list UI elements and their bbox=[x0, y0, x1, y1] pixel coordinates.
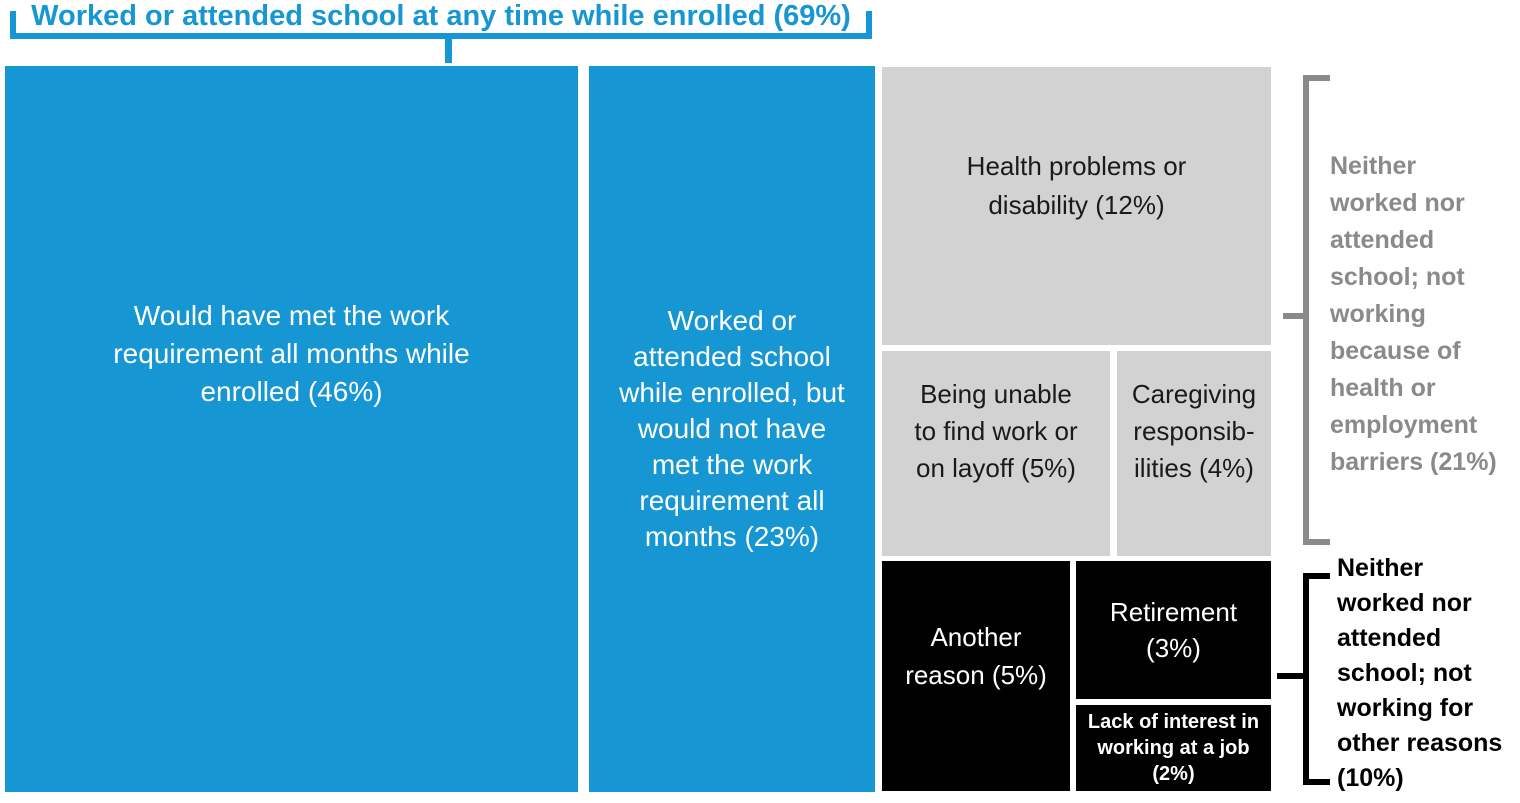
other-reasons-group-label: Neither worked nor attended school; not … bbox=[1337, 554, 1503, 792]
tile-health-problems-disability: Health problems or disability (12%) bbox=[882, 67, 1271, 345]
other-reasons-bracket-top-cap bbox=[1303, 573, 1330, 579]
top-bracket-tick bbox=[445, 39, 452, 63]
other-reasons-bracket-bottom-cap bbox=[1303, 779, 1330, 785]
barriers-bracket-top-cap bbox=[1303, 75, 1330, 81]
top-bracket-right-cap bbox=[866, 11, 872, 39]
top-bracket-left-cap bbox=[10, 11, 16, 39]
top-bracket-line bbox=[10, 33, 872, 39]
barriers-group-label: Neither worked nor attended school; not … bbox=[1330, 152, 1497, 476]
other-reasons-bracket-tick bbox=[1277, 673, 1303, 679]
other-reasons-bracket-vertical bbox=[1303, 573, 1309, 785]
barriers-bracket-bottom-cap bbox=[1303, 539, 1330, 545]
tile-would-have-met-requirement: Would have met the work requirement all … bbox=[5, 66, 578, 792]
tile-lack-of-interest: Lack of interest in working at a job (2%… bbox=[1076, 705, 1271, 791]
tile-caregiving-responsibilities: Caregiving responsib- ilities (4%) bbox=[1117, 351, 1271, 556]
tile-worked-not-met-requirement: Worked or attended school while enrolled… bbox=[589, 66, 875, 792]
barriers-bracket-tick bbox=[1283, 313, 1303, 319]
barriers-bracket-vertical bbox=[1303, 75, 1309, 545]
chart-title: Worked or attended school at any time wh… bbox=[31, 0, 851, 32]
tile-retirement: Retirement (3%) bbox=[1076, 561, 1271, 699]
tile-unable-to-find-work: Being unable to find work or on layoff (… bbox=[882, 351, 1110, 556]
tile-another-reason: Another reason (5%) bbox=[882, 561, 1070, 791]
